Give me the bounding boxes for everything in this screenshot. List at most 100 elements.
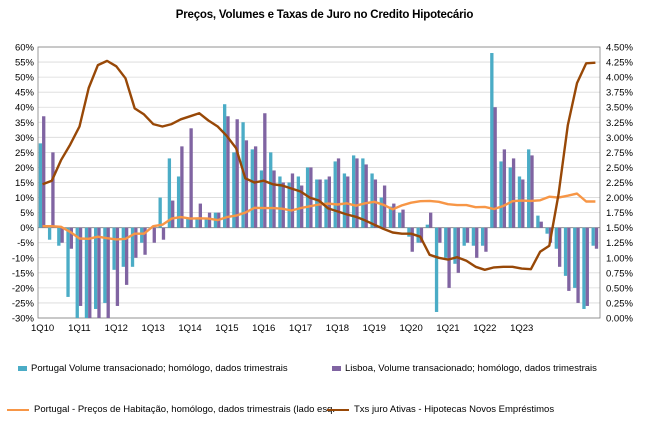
legend-label-lisboa-volume: Lisboa, Volume transacionado; homólogo, … bbox=[345, 363, 597, 374]
bar-lisboa-volume bbox=[106, 227, 110, 318]
bar-portugal-volume bbox=[444, 227, 448, 258]
bar-portugal-volume bbox=[158, 197, 162, 228]
bar-portugal-volume bbox=[471, 227, 476, 246]
bar-portugal-volume bbox=[388, 206, 393, 228]
bar-portugal-volume bbox=[536, 215, 540, 228]
bar-lisboa-volume bbox=[207, 212, 212, 228]
bar-lisboa-volume bbox=[69, 227, 74, 249]
bar-portugal-volume bbox=[508, 167, 512, 228]
bar-portugal-volume bbox=[204, 218, 208, 228]
bar-portugal-volume bbox=[315, 179, 319, 228]
bar-portugal-volume bbox=[563, 227, 568, 276]
bar-lisboa-volume bbox=[327, 176, 331, 228]
bar-portugal-volume bbox=[232, 152, 236, 228]
bar-portugal-volume bbox=[490, 53, 494, 228]
y-left-tick-label: 10% bbox=[15, 193, 35, 204]
line-mortgage-rate bbox=[42, 59, 596, 271]
bar-lisboa-volume bbox=[171, 200, 175, 228]
bar-lisboa-volume bbox=[438, 227, 442, 243]
bar-portugal-volume bbox=[434, 227, 439, 312]
legend-swatch-portugal-volume bbox=[18, 366, 27, 371]
y-left-tick-label: 45% bbox=[15, 88, 35, 99]
bar-lisboa-volume bbox=[475, 227, 479, 258]
bar-portugal-volume bbox=[351, 155, 356, 228]
bar-portugal-volume bbox=[84, 227, 89, 318]
x-tick-label: 1Q20 bbox=[400, 323, 423, 334]
x-tick-label: 1Q22 bbox=[473, 323, 496, 334]
bar-portugal-volume bbox=[121, 227, 125, 267]
y-right-tick-label: 1.25% bbox=[606, 238, 633, 249]
bar-portugal-volume bbox=[112, 227, 116, 270]
bar-lisboa-volume bbox=[152, 227, 156, 243]
bar-lisboa-volume bbox=[373, 179, 378, 228]
bar-lisboa-volume bbox=[226, 116, 230, 228]
bar-portugal-volume bbox=[591, 227, 595, 246]
legend-item-portugal-prices: Portugal - Preços de Habitação, homólogo… bbox=[7, 404, 335, 415]
bar-portugal-volume bbox=[259, 170, 264, 228]
y-left-tick-label: 55% bbox=[15, 58, 35, 69]
bar-portugal-volume bbox=[287, 182, 291, 228]
bar-lisboa-volume bbox=[567, 227, 571, 291]
y-right-tick-label: 0.75% bbox=[606, 268, 633, 279]
bar-lisboa-volume bbox=[189, 128, 193, 228]
bar-lisboa-volume bbox=[115, 227, 120, 306]
y-left-tick-label: -5% bbox=[17, 238, 34, 249]
bar-lisboa-volume bbox=[493, 107, 497, 228]
bar-portugal-volume bbox=[296, 176, 301, 228]
bar-lisboa-volume bbox=[198, 203, 202, 228]
y-right-tick-label: 3.25% bbox=[606, 118, 633, 129]
bar-lisboa-volume bbox=[456, 227, 460, 273]
bar-lisboa-volume bbox=[272, 170, 276, 228]
bar-lisboa-volume bbox=[511, 158, 516, 228]
bar-portugal-volume bbox=[94, 227, 98, 309]
legend-swatch-lisboa-volume bbox=[332, 366, 341, 371]
bar-lisboa-volume bbox=[263, 113, 267, 228]
bar-lisboa-volume bbox=[253, 146, 258, 228]
bar-portugal-volume bbox=[379, 197, 383, 228]
x-tick-label: 1Q11 bbox=[68, 323, 91, 334]
bar-portugal-volume bbox=[47, 227, 52, 240]
x-tick-label: 1Q18 bbox=[326, 323, 349, 334]
bar-lisboa-volume bbox=[447, 227, 451, 288]
bar-lisboa-volume bbox=[180, 146, 184, 228]
bar-lisboa-volume bbox=[364, 164, 368, 228]
bar-lisboa-volume bbox=[355, 158, 359, 228]
bar-lisboa-volume bbox=[336, 158, 341, 228]
y-right-tick-label: 0.50% bbox=[606, 283, 633, 294]
legend-label-portugal-prices: Portugal - Preços de Habitação, homólogo… bbox=[34, 404, 335, 415]
line-portugal-prices bbox=[42, 192, 596, 241]
bar-lisboa-volume bbox=[281, 182, 285, 228]
y-left-tick-label: -10% bbox=[12, 253, 35, 264]
y-right-tick-label: 1.50% bbox=[606, 223, 633, 234]
bar-lisboa-volume bbox=[143, 227, 147, 255]
bar-lisboa-volume bbox=[502, 149, 507, 228]
y-left-tick-label: 40% bbox=[15, 103, 35, 114]
bar-portugal-volume bbox=[38, 143, 43, 228]
x-tick-label: 1Q10 bbox=[31, 323, 54, 334]
y-right-tick-label: 2.50% bbox=[606, 163, 633, 174]
y-left-tick-label: 0% bbox=[20, 223, 34, 234]
bar-lisboa-volume bbox=[161, 227, 166, 240]
y-left-tick-label: 25% bbox=[15, 148, 35, 159]
bar-portugal-volume bbox=[517, 176, 522, 228]
bar-portugal-volume bbox=[57, 227, 61, 246]
bar-lisboa-volume bbox=[300, 185, 304, 228]
bar-lisboa-volume bbox=[557, 227, 562, 267]
bar-portugal-volume bbox=[250, 149, 254, 228]
y-right-tick-label: 0.25% bbox=[606, 298, 633, 309]
bar-lisboa-volume bbox=[244, 140, 249, 228]
bar-portugal-volume bbox=[407, 227, 411, 237]
legend-swatch-portugal-prices bbox=[7, 408, 29, 411]
bar-portugal-volume bbox=[333, 161, 337, 228]
bar-lisboa-volume bbox=[392, 203, 396, 228]
bar-portugal-volume bbox=[195, 218, 199, 228]
y-right-tick-label: 2.00% bbox=[606, 193, 633, 204]
bar-lisboa-volume bbox=[346, 176, 350, 228]
bar-lisboa-volume bbox=[235, 119, 239, 228]
y-right-tick-label: 2.25% bbox=[606, 178, 633, 189]
bar-portugal-volume bbox=[462, 227, 466, 246]
y-left-tick-label: 30% bbox=[15, 133, 35, 144]
x-tick-label: 1Q21 bbox=[436, 323, 459, 334]
legend-item-lisboa-volume: Lisboa, Volume transacionado; homólogo, … bbox=[332, 363, 597, 374]
